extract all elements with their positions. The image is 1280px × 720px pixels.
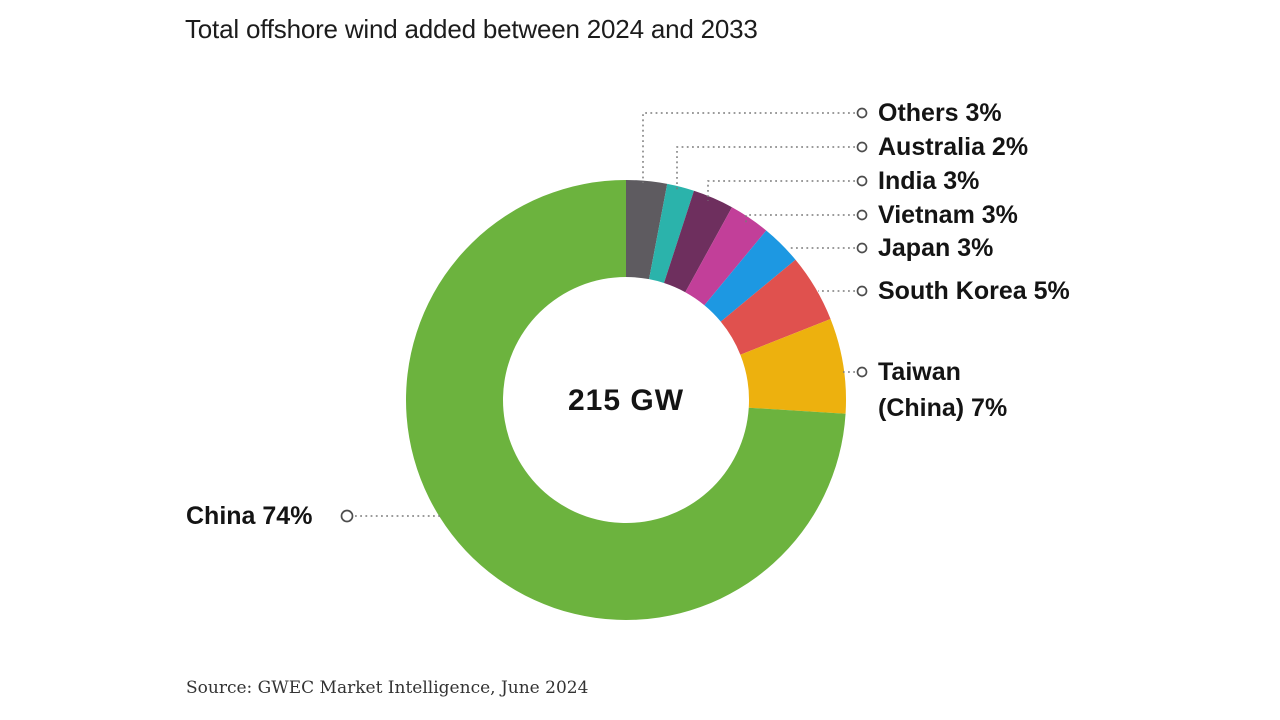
leader-marker-china xyxy=(340,509,354,523)
leader-marker-india xyxy=(856,175,868,187)
callout-label-others: Others 3% xyxy=(878,99,1002,127)
donut-center-total: 215 GW xyxy=(567,384,685,417)
leader-marker-vietnam xyxy=(856,209,868,221)
callout-label-japan: Japan 3% xyxy=(878,234,994,262)
donut-segment-south-korea xyxy=(720,259,831,355)
callout-label-vietnam: Vietnam 3% xyxy=(878,201,1018,229)
callout-label-taiwan-china: Taiwan (China) 7% xyxy=(878,358,1008,422)
donut-segment-others xyxy=(626,180,668,280)
leader-marker-south-korea xyxy=(856,285,868,297)
leader-marker-others xyxy=(856,107,868,119)
donut-segment-australia xyxy=(649,183,694,284)
donut-segment-taiwan-china xyxy=(740,319,847,414)
donut-segment-vietnam xyxy=(685,207,767,306)
callout-label-australia: Australia 2% xyxy=(878,133,1029,161)
donut-segment-china xyxy=(406,180,846,621)
leader-marker-taiwan-china xyxy=(856,366,868,378)
donut-segment-india xyxy=(664,190,732,293)
donut-segment-japan xyxy=(704,230,796,322)
leader-marker-australia xyxy=(856,141,868,153)
callout-label-china: China 74% xyxy=(186,502,313,530)
source-note: Source: GWEC Market Intelligence, June 2… xyxy=(186,678,589,698)
leader-marker-japan xyxy=(856,242,868,254)
callout-label-south-korea: South Korea 5% xyxy=(878,277,1070,305)
leader-line-australia xyxy=(676,146,855,191)
leader-line-india xyxy=(707,180,855,201)
chart-title: Total offshore wind added between 2024 a… xyxy=(185,14,758,44)
callout-label-india: India 3% xyxy=(878,167,980,195)
leader-line-others xyxy=(642,112,855,183)
leader-line-vietnam xyxy=(745,214,855,223)
